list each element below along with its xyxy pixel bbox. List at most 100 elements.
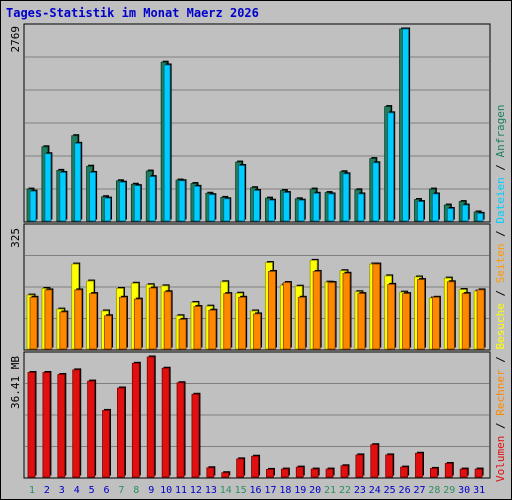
- volumen-bar: [72, 369, 81, 478]
- volumen-bar: [176, 382, 185, 478]
- day-label: 27: [413, 485, 425, 496]
- day-label: 14: [220, 485, 232, 496]
- rechner-bar: [253, 313, 261, 350]
- volumen-bar: [429, 468, 438, 478]
- day-label: 31: [473, 485, 485, 496]
- rechner-bar: [417, 279, 425, 350]
- day-label: 16: [250, 485, 262, 496]
- rechner-bar: [133, 298, 142, 350]
- day-label: 30: [458, 485, 470, 496]
- day-label: 18: [279, 485, 291, 496]
- day-label: 5: [89, 485, 95, 496]
- volumen-bar: [280, 468, 289, 478]
- volumen-bar: [355, 454, 364, 478]
- day-label: 13: [205, 485, 217, 496]
- dateien-bar: [29, 190, 37, 222]
- dateien-bar: [387, 112, 395, 222]
- legend-entry: Dateien: [494, 177, 507, 223]
- volumen-bar: [57, 374, 66, 478]
- dateien-bar: [312, 192, 320, 222]
- dateien-bar: [119, 181, 126, 222]
- legend-entry: /: [494, 157, 507, 177]
- legend-entry: Anfragen: [494, 104, 507, 157]
- volumen-bar: [266, 469, 274, 478]
- volumen-bar: [385, 454, 394, 478]
- day-label: 23: [354, 485, 366, 496]
- legend-entry: Rechner: [494, 369, 507, 416]
- day-label: 20: [309, 485, 321, 496]
- dateien-bar: [223, 198, 231, 222]
- rechner-bar: [327, 282, 336, 350]
- rechner-bar: [89, 293, 98, 350]
- dateien-bar: [178, 180, 186, 222]
- volumen-bar: [400, 466, 408, 478]
- dateien-bar: [238, 165, 246, 222]
- dateien-bar: [446, 208, 454, 222]
- dateien-bar: [133, 185, 141, 222]
- rechner-bar: [312, 271, 321, 350]
- volumen-bar: [146, 356, 155, 478]
- rechner-bar: [193, 306, 202, 350]
- rechner-bar: [29, 296, 38, 350]
- legend-entry: Volumen: [494, 436, 507, 482]
- day-label: 8: [133, 485, 139, 496]
- day-label: 19: [294, 485, 306, 496]
- rechner-bar: [178, 319, 187, 350]
- day-label: 12: [190, 485, 202, 496]
- dateien-bar: [417, 201, 424, 222]
- rechner-bar: [163, 291, 172, 350]
- day-label: 1: [29, 485, 35, 496]
- rechner-bar: [431, 296, 440, 350]
- rechner-bar: [461, 293, 470, 350]
- volumen-bar: [27, 372, 36, 478]
- volumen-bar: [236, 458, 245, 478]
- dateien-bar: [282, 192, 290, 222]
- volumen-bar: [340, 465, 349, 478]
- dateien-bar: [297, 199, 305, 222]
- rechner-bar: [59, 311, 68, 350]
- day-label: 28: [428, 485, 440, 496]
- volumen-bar: [102, 410, 110, 478]
- day-label: 25: [384, 485, 396, 496]
- day-label: 21: [324, 485, 336, 496]
- volumen-bar: [444, 463, 453, 478]
- rechner-bar: [223, 293, 232, 350]
- dateien-bar: [357, 193, 365, 222]
- rechner-bar: [44, 289, 53, 350]
- dateien-bar: [476, 212, 484, 222]
- day-label: 17: [264, 485, 276, 496]
- volumen-bar: [251, 455, 259, 478]
- volumen-bar: [415, 452, 423, 478]
- legend-entry: /: [494, 283, 507, 303]
- dateien-bar: [104, 197, 111, 222]
- legend-entry: Besuche: [494, 303, 507, 349]
- rechner-bar: [446, 281, 455, 350]
- rechner-bar: [342, 272, 351, 350]
- rechner-bar: [372, 263, 381, 350]
- day-label: 6: [104, 485, 110, 496]
- rechner-bar: [74, 289, 83, 350]
- dateien-bar: [163, 64, 171, 222]
- dateien-bar: [59, 172, 67, 222]
- dateien-bar: [44, 153, 52, 222]
- volumen-bar: [161, 367, 170, 478]
- volumen-bar: [295, 466, 304, 478]
- rechner-bar: [297, 296, 306, 350]
- day-label: 9: [148, 485, 154, 496]
- dateien-bar: [148, 176, 156, 222]
- dateien-bar: [253, 190, 260, 222]
- rechner-bar: [402, 293, 410, 350]
- rechner-bar: [238, 296, 247, 350]
- rechner-bar: [104, 315, 112, 350]
- rechner-bar: [357, 293, 366, 350]
- volumen-bar: [221, 472, 230, 478]
- volumen-bar: [310, 468, 319, 478]
- dateien-bar: [268, 199, 275, 222]
- day-label: 10: [160, 485, 172, 496]
- legend-entry: /: [494, 224, 507, 244]
- volumen-bar: [131, 362, 140, 478]
- dateien-bar: [327, 193, 335, 222]
- rechner-bar: [119, 296, 127, 350]
- dateien-bar: [74, 142, 82, 222]
